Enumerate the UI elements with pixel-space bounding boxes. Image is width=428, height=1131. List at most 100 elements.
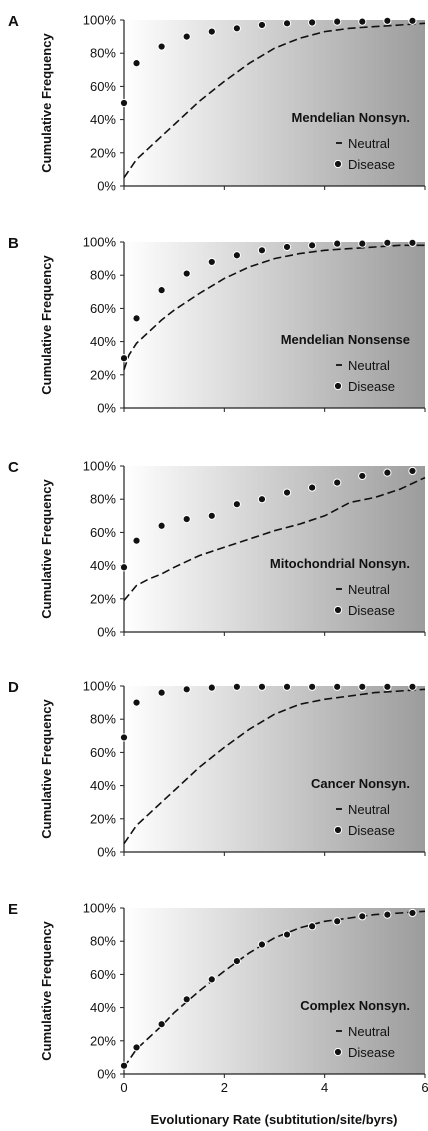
y-tick-label: 20% — [90, 367, 116, 382]
legend-label-disease: Disease — [348, 157, 395, 172]
data-point-disease — [207, 511, 216, 520]
data-point-disease — [358, 912, 367, 921]
data-point-disease — [232, 957, 241, 966]
series-line-neutral — [123, 910, 426, 1068]
y-axis-title: Cumulative Frequency — [39, 699, 54, 839]
y-tick-label: 40% — [90, 112, 116, 127]
plot-area-background — [124, 20, 425, 186]
panel-title: Cancer Nonsyn. — [311, 776, 410, 791]
y-axis-title: Cumulative Frequency — [39, 479, 54, 619]
data-point-disease — [257, 20, 267, 30]
data-point-disease — [182, 515, 191, 524]
panel-title: Mendelian Nonsense — [281, 332, 410, 347]
plot-area-background — [124, 686, 425, 852]
data-point-disease — [182, 32, 191, 41]
data-point-disease — [132, 59, 141, 68]
data-point-disease — [282, 682, 292, 691]
data-point-disease — [282, 488, 292, 497]
data-point-disease — [383, 682, 392, 691]
series-line-neutral — [123, 22, 426, 179]
legend-dot-icon — [333, 825, 343, 835]
data-point-disease — [308, 682, 317, 691]
chart-panel-c: C Cumulative Frequency 0% 20% 40% 60% 80% 100% M… — [8, 459, 426, 640]
data-point-disease — [282, 242, 292, 252]
legend-label-disease: Disease — [348, 603, 395, 618]
y-tick-label: 60% — [90, 301, 116, 316]
y-tick-label: 20% — [90, 591, 116, 606]
data-point-disease — [308, 18, 317, 27]
data-point-disease — [157, 42, 166, 51]
panel-title: Mitochondrial Nonsyn. — [270, 556, 410, 571]
data-point-disease — [333, 682, 342, 691]
legend-label-neutral: Neutral — [348, 802, 390, 817]
legend-label-neutral: Neutral — [348, 582, 390, 597]
data-point-disease — [157, 286, 166, 295]
plot-area-background — [124, 466, 425, 632]
data-point-disease — [232, 682, 241, 691]
data-point-disease — [132, 1043, 141, 1052]
y-tick-label: 80% — [90, 712, 116, 727]
data-point-disease — [132, 314, 141, 323]
y-tick-label: 100% — [83, 235, 117, 250]
data-point-disease — [119, 1061, 129, 1070]
data-point-disease — [383, 468, 392, 477]
chart-panel-a: A Cumulative Frequency 0% 20% 40% 60% 80% 100% M… — [8, 13, 426, 194]
data-point-disease — [308, 922, 317, 931]
data-point-disease — [282, 930, 292, 939]
data-point-disease — [132, 698, 141, 707]
data-point-disease — [232, 24, 241, 33]
series-line-neutral — [123, 244, 425, 371]
data-point-disease — [207, 27, 216, 36]
legend-dot-icon — [333, 1047, 343, 1057]
x-axis-title: Evolutionary Rate (subtitution/site/byrs… — [150, 1112, 397, 1127]
panels-group: A Cumulative Frequency 0% 20% 40% 60% 80% 100% M… — [8, 13, 428, 1096]
data-point-disease — [257, 246, 267, 255]
data-point-disease — [383, 16, 392, 25]
panel-letter: B — [8, 235, 19, 252]
legend-label-neutral: Neutral — [348, 136, 390, 151]
y-tick-label: 100% — [83, 459, 117, 474]
panel-letter: C — [8, 459, 19, 476]
legend-label-disease: Disease — [348, 379, 395, 394]
legend-label-disease: Disease — [348, 823, 395, 838]
y-tick-label: 0% — [97, 1067, 116, 1082]
data-point-disease — [119, 98, 129, 108]
y-tick-label: 80% — [90, 46, 116, 61]
chart-panel-b: B Cumulative Frequency 0% 20% 40% 60% 80% 100% M… — [8, 235, 426, 416]
y-tick-label: 80% — [90, 492, 116, 507]
data-point-disease — [157, 1020, 166, 1029]
data-point-disease — [333, 478, 342, 487]
y-tick-label: 60% — [90, 967, 116, 982]
chart-panel-e: E Cumulative Frequency 0% 20% 40% 60% 80% 100% 0… — [8, 901, 428, 1096]
data-point-disease — [333, 17, 342, 26]
plot-area-background — [124, 242, 425, 408]
data-point-disease — [232, 500, 241, 509]
y-tick-label: 60% — [90, 745, 116, 760]
data-point-disease — [157, 521, 166, 530]
x-tick-label: 6 — [421, 1080, 428, 1095]
panel-letter: D — [8, 679, 19, 696]
y-tick-label: 80% — [90, 268, 116, 283]
data-point-disease — [308, 241, 317, 250]
data-point-disease — [383, 238, 392, 247]
data-point-disease — [282, 19, 292, 28]
data-point-disease — [383, 910, 392, 919]
y-tick-label: 40% — [90, 334, 116, 349]
y-tick-label: 20% — [90, 145, 116, 160]
panel-letter: A — [8, 13, 19, 30]
data-point-disease — [207, 683, 216, 692]
data-point-disease — [207, 257, 216, 267]
data-point-disease — [408, 908, 417, 918]
series-line-neutral — [123, 476, 426, 602]
chart-panel-d: D Cumulative Frequency 0% 20% 40% 60% 80% 100% C… — [8, 679, 426, 860]
data-point-disease — [308, 483, 317, 492]
data-point-disease — [408, 16, 417, 25]
y-axis-title: Cumulative Frequency — [39, 33, 54, 173]
panel-title: Complex Nonsyn. — [300, 998, 410, 1013]
data-point-disease — [157, 688, 166, 697]
y-tick-label: 40% — [90, 1000, 116, 1015]
x-tick-label: 4 — [321, 1080, 328, 1095]
data-point-disease — [232, 251, 241, 260]
plot-area-background — [124, 908, 425, 1074]
y-tick-label: 20% — [90, 811, 116, 826]
